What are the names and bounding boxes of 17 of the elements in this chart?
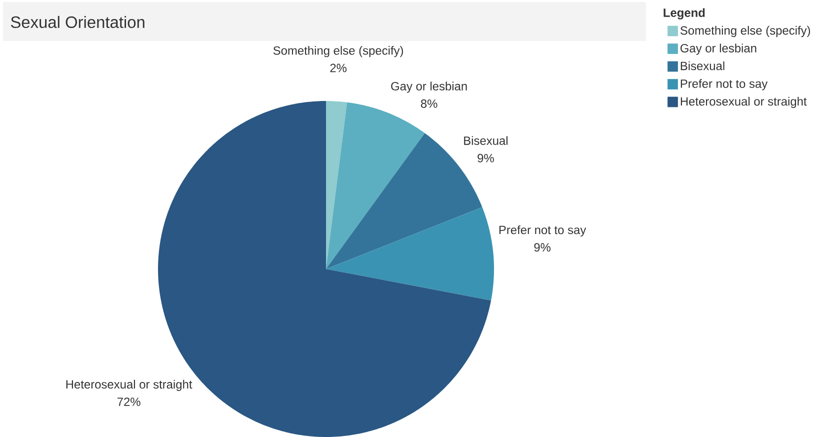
legend-label: Bisexual (680, 61, 724, 70)
data-label: 8% (420, 99, 438, 108)
chart-title: Sexual Orientation (10, 16, 144, 28)
slice-label: Gay or lesbian (391, 82, 467, 93)
slice-label: Bisexual (464, 136, 508, 145)
data-label: 72% (117, 398, 140, 406)
slice-label: Prefer not to say (499, 225, 586, 237)
legend-label: Gay or lesbian (680, 44, 756, 55)
slice-label: Heterosexual or straight (66, 380, 192, 391)
legend-label: Something else (specify) (680, 26, 810, 38)
legend-label: Heterosexual or straight (680, 96, 807, 108)
legend-title: Legend (664, 8, 705, 20)
data-label: 9% (534, 243, 551, 252)
data-label: 2% (330, 64, 347, 72)
slice-label: Something else (specify) (273, 46, 403, 58)
legend-label: Prefer not to say (680, 79, 768, 90)
data-label: 9% (478, 154, 494, 162)
